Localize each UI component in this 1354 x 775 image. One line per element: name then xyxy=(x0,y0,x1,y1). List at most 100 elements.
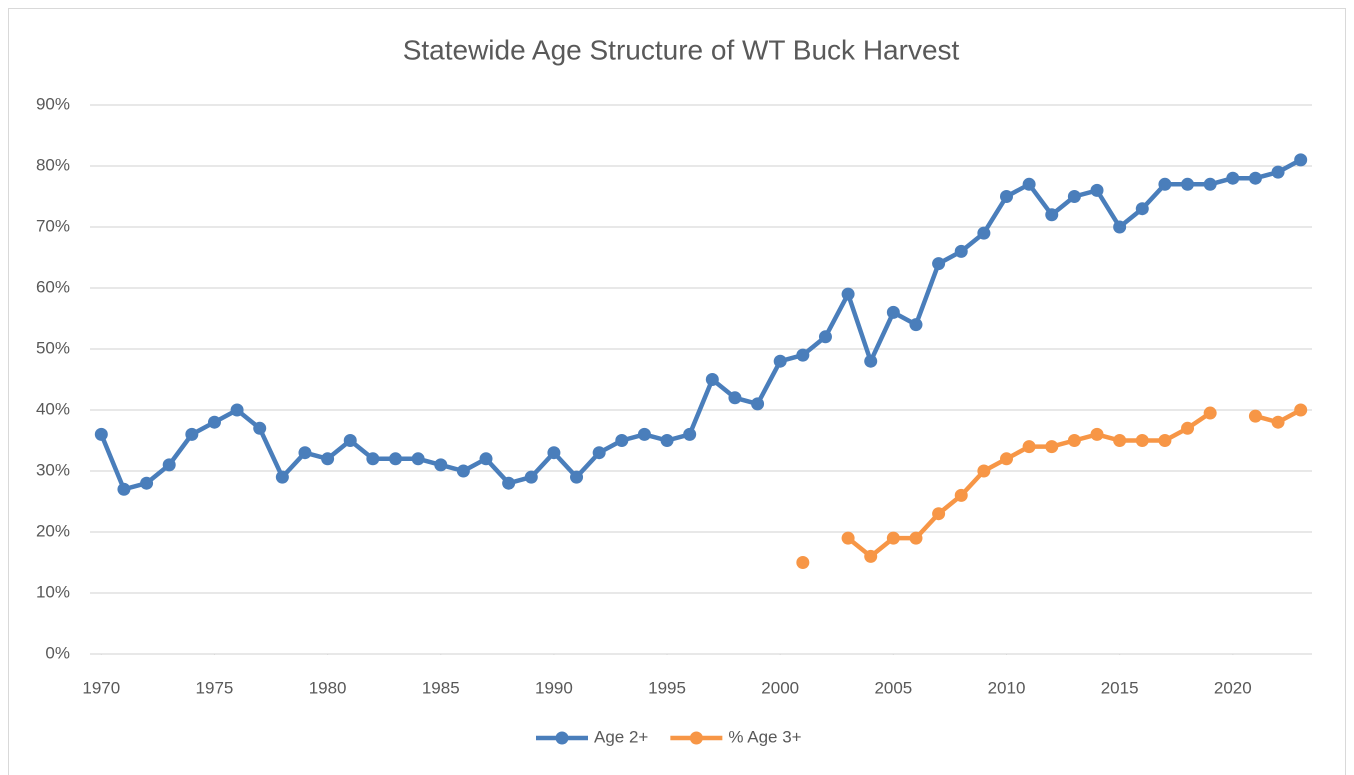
y-tick-label: 30% xyxy=(36,460,70,479)
y-tick-label: 90% xyxy=(36,94,70,113)
series-marker xyxy=(592,446,606,460)
series-marker xyxy=(1294,403,1308,417)
series-marker xyxy=(162,458,176,472)
series-marker xyxy=(1158,434,1172,447)
series-marker xyxy=(94,427,108,441)
series-marker xyxy=(773,354,787,368)
series-marker xyxy=(954,244,968,258)
x-tick-label: 2010 xyxy=(988,678,1026,697)
series-marker xyxy=(298,446,312,460)
x-tick-label: 1980 xyxy=(309,678,347,697)
y-tick-label: 40% xyxy=(36,399,70,418)
y-tick-label: 50% xyxy=(36,338,70,357)
series-marker xyxy=(909,531,923,545)
series-marker xyxy=(909,318,923,332)
series-marker xyxy=(253,421,267,435)
series-marker xyxy=(434,458,448,472)
y-tick-label: 10% xyxy=(36,582,70,601)
x-tick-label: 2005 xyxy=(874,678,912,697)
series-marker xyxy=(841,287,855,301)
x-tick-label: 1975 xyxy=(196,678,234,697)
series-marker xyxy=(1090,427,1104,441)
series-marker xyxy=(1203,406,1217,420)
chart-border xyxy=(8,8,1346,775)
series-marker xyxy=(728,391,742,405)
series-marker xyxy=(524,470,538,484)
y-tick-label: 60% xyxy=(36,277,70,296)
series-marker xyxy=(343,434,357,447)
series-marker xyxy=(140,476,154,490)
y-tick-label: 80% xyxy=(36,155,70,174)
series-marker xyxy=(1181,421,1195,435)
series-marker xyxy=(570,470,584,484)
series-marker xyxy=(1045,440,1059,454)
series-marker xyxy=(1090,183,1104,197)
x-tick-label: 1985 xyxy=(422,678,460,697)
series-marker xyxy=(796,556,810,569)
series-marker xyxy=(185,427,199,441)
series-marker xyxy=(1271,415,1285,429)
series-marker xyxy=(886,531,900,545)
series-marker xyxy=(547,446,561,460)
x-tick-label: 1970 xyxy=(82,678,120,697)
series-marker xyxy=(1135,202,1149,216)
series-marker xyxy=(456,464,470,478)
y-tick-label: 0% xyxy=(45,643,70,662)
series-marker xyxy=(1271,165,1285,179)
series-marker xyxy=(1248,171,1262,185)
series-marker xyxy=(117,482,131,496)
series-marker xyxy=(1000,190,1013,203)
legend-label: % Age 3+ xyxy=(728,727,801,746)
legend-marker xyxy=(689,731,703,745)
series-marker xyxy=(932,507,946,521)
series-marker xyxy=(818,330,832,344)
x-tick-label: 1990 xyxy=(535,678,573,697)
series-marker xyxy=(1113,434,1127,447)
y-tick-label: 20% xyxy=(36,521,70,540)
series-marker xyxy=(1226,171,1240,185)
series-marker xyxy=(366,452,380,466)
y-tick-label: 70% xyxy=(36,216,70,235)
series-marker xyxy=(864,354,878,368)
series-marker xyxy=(1113,220,1127,234)
legend-label: Age 2+ xyxy=(594,727,648,746)
series-marker xyxy=(637,427,651,441)
series-marker xyxy=(1022,177,1036,191)
legend-marker xyxy=(555,731,569,745)
series-marker xyxy=(411,452,425,466)
series-marker xyxy=(1248,409,1262,423)
series-marker xyxy=(841,531,855,545)
series-marker xyxy=(1158,177,1172,191)
series-marker xyxy=(479,452,493,466)
series-marker xyxy=(683,427,697,441)
series-marker xyxy=(1067,190,1081,203)
series-marker xyxy=(230,403,244,417)
x-tick-label: 2020 xyxy=(1214,678,1252,697)
series-marker xyxy=(660,434,674,447)
series-marker xyxy=(275,470,289,484)
series-marker xyxy=(796,348,810,362)
series-marker xyxy=(705,373,719,386)
series-marker xyxy=(1022,440,1036,454)
series-marker xyxy=(321,452,335,466)
series-marker xyxy=(1203,177,1217,191)
x-tick-label: 1995 xyxy=(648,678,686,697)
x-tick-label: 2015 xyxy=(1101,678,1139,697)
series-marker xyxy=(977,464,991,478)
series-marker xyxy=(932,257,946,271)
series-marker xyxy=(864,549,878,563)
series-marker xyxy=(1067,434,1081,447)
series-marker xyxy=(751,397,765,411)
chart-title: Statewide Age Structure of WT Buck Harve… xyxy=(403,34,960,65)
series-marker xyxy=(1135,434,1149,447)
series-marker xyxy=(1045,208,1059,222)
series-marker xyxy=(389,452,402,466)
series-marker xyxy=(886,305,900,319)
x-tick-label: 2000 xyxy=(761,678,799,697)
series-marker xyxy=(954,488,968,502)
series-marker xyxy=(615,434,629,447)
series-marker xyxy=(1294,153,1308,167)
series-marker xyxy=(977,226,991,240)
series-marker xyxy=(1000,452,1013,466)
